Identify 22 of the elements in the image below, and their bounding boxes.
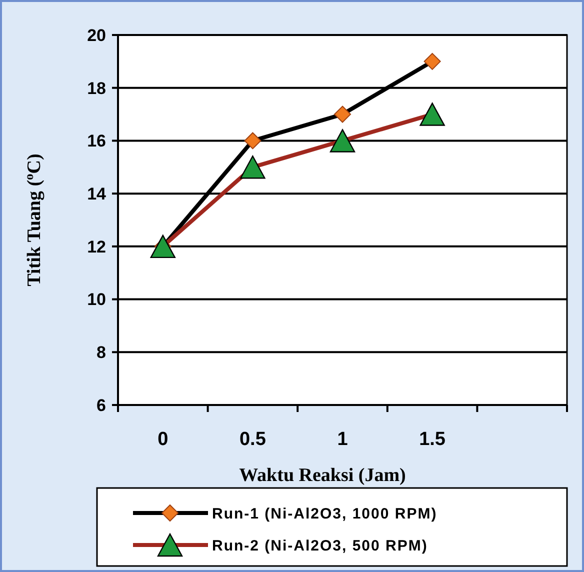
point [334,106,351,123]
legend-label: Run-1 (Ni-Al2O3, 1000 RPM) [212,505,438,522]
legend-label: Run-2 (Ni-Al2O3, 500 RPM) [212,537,428,554]
x-tick-label: 1.5 [419,429,446,450]
x-tick-label: 0.5 [239,429,266,450]
y-tick-label: 16 [87,132,106,151]
y-tick-label: 20 [87,26,106,45]
x-tick-label: 1 [337,429,348,450]
y-tick-label: 18 [87,78,106,98]
point [420,102,445,126]
y-tick-label: 6 [96,396,106,415]
point [424,52,441,70]
point [150,234,176,258]
point [240,156,266,179]
y-tick-label: 12 [87,237,106,256]
x-tick-label: 0 [158,429,168,450]
y-tick-label: 14 [87,184,107,204]
x-axis-title: Waktu Reaksi (Jam) [239,465,406,486]
y-tick-label: 10 [87,290,106,310]
point [330,129,356,152]
point [244,132,262,150]
y-tick-label: 8 [96,343,106,362]
